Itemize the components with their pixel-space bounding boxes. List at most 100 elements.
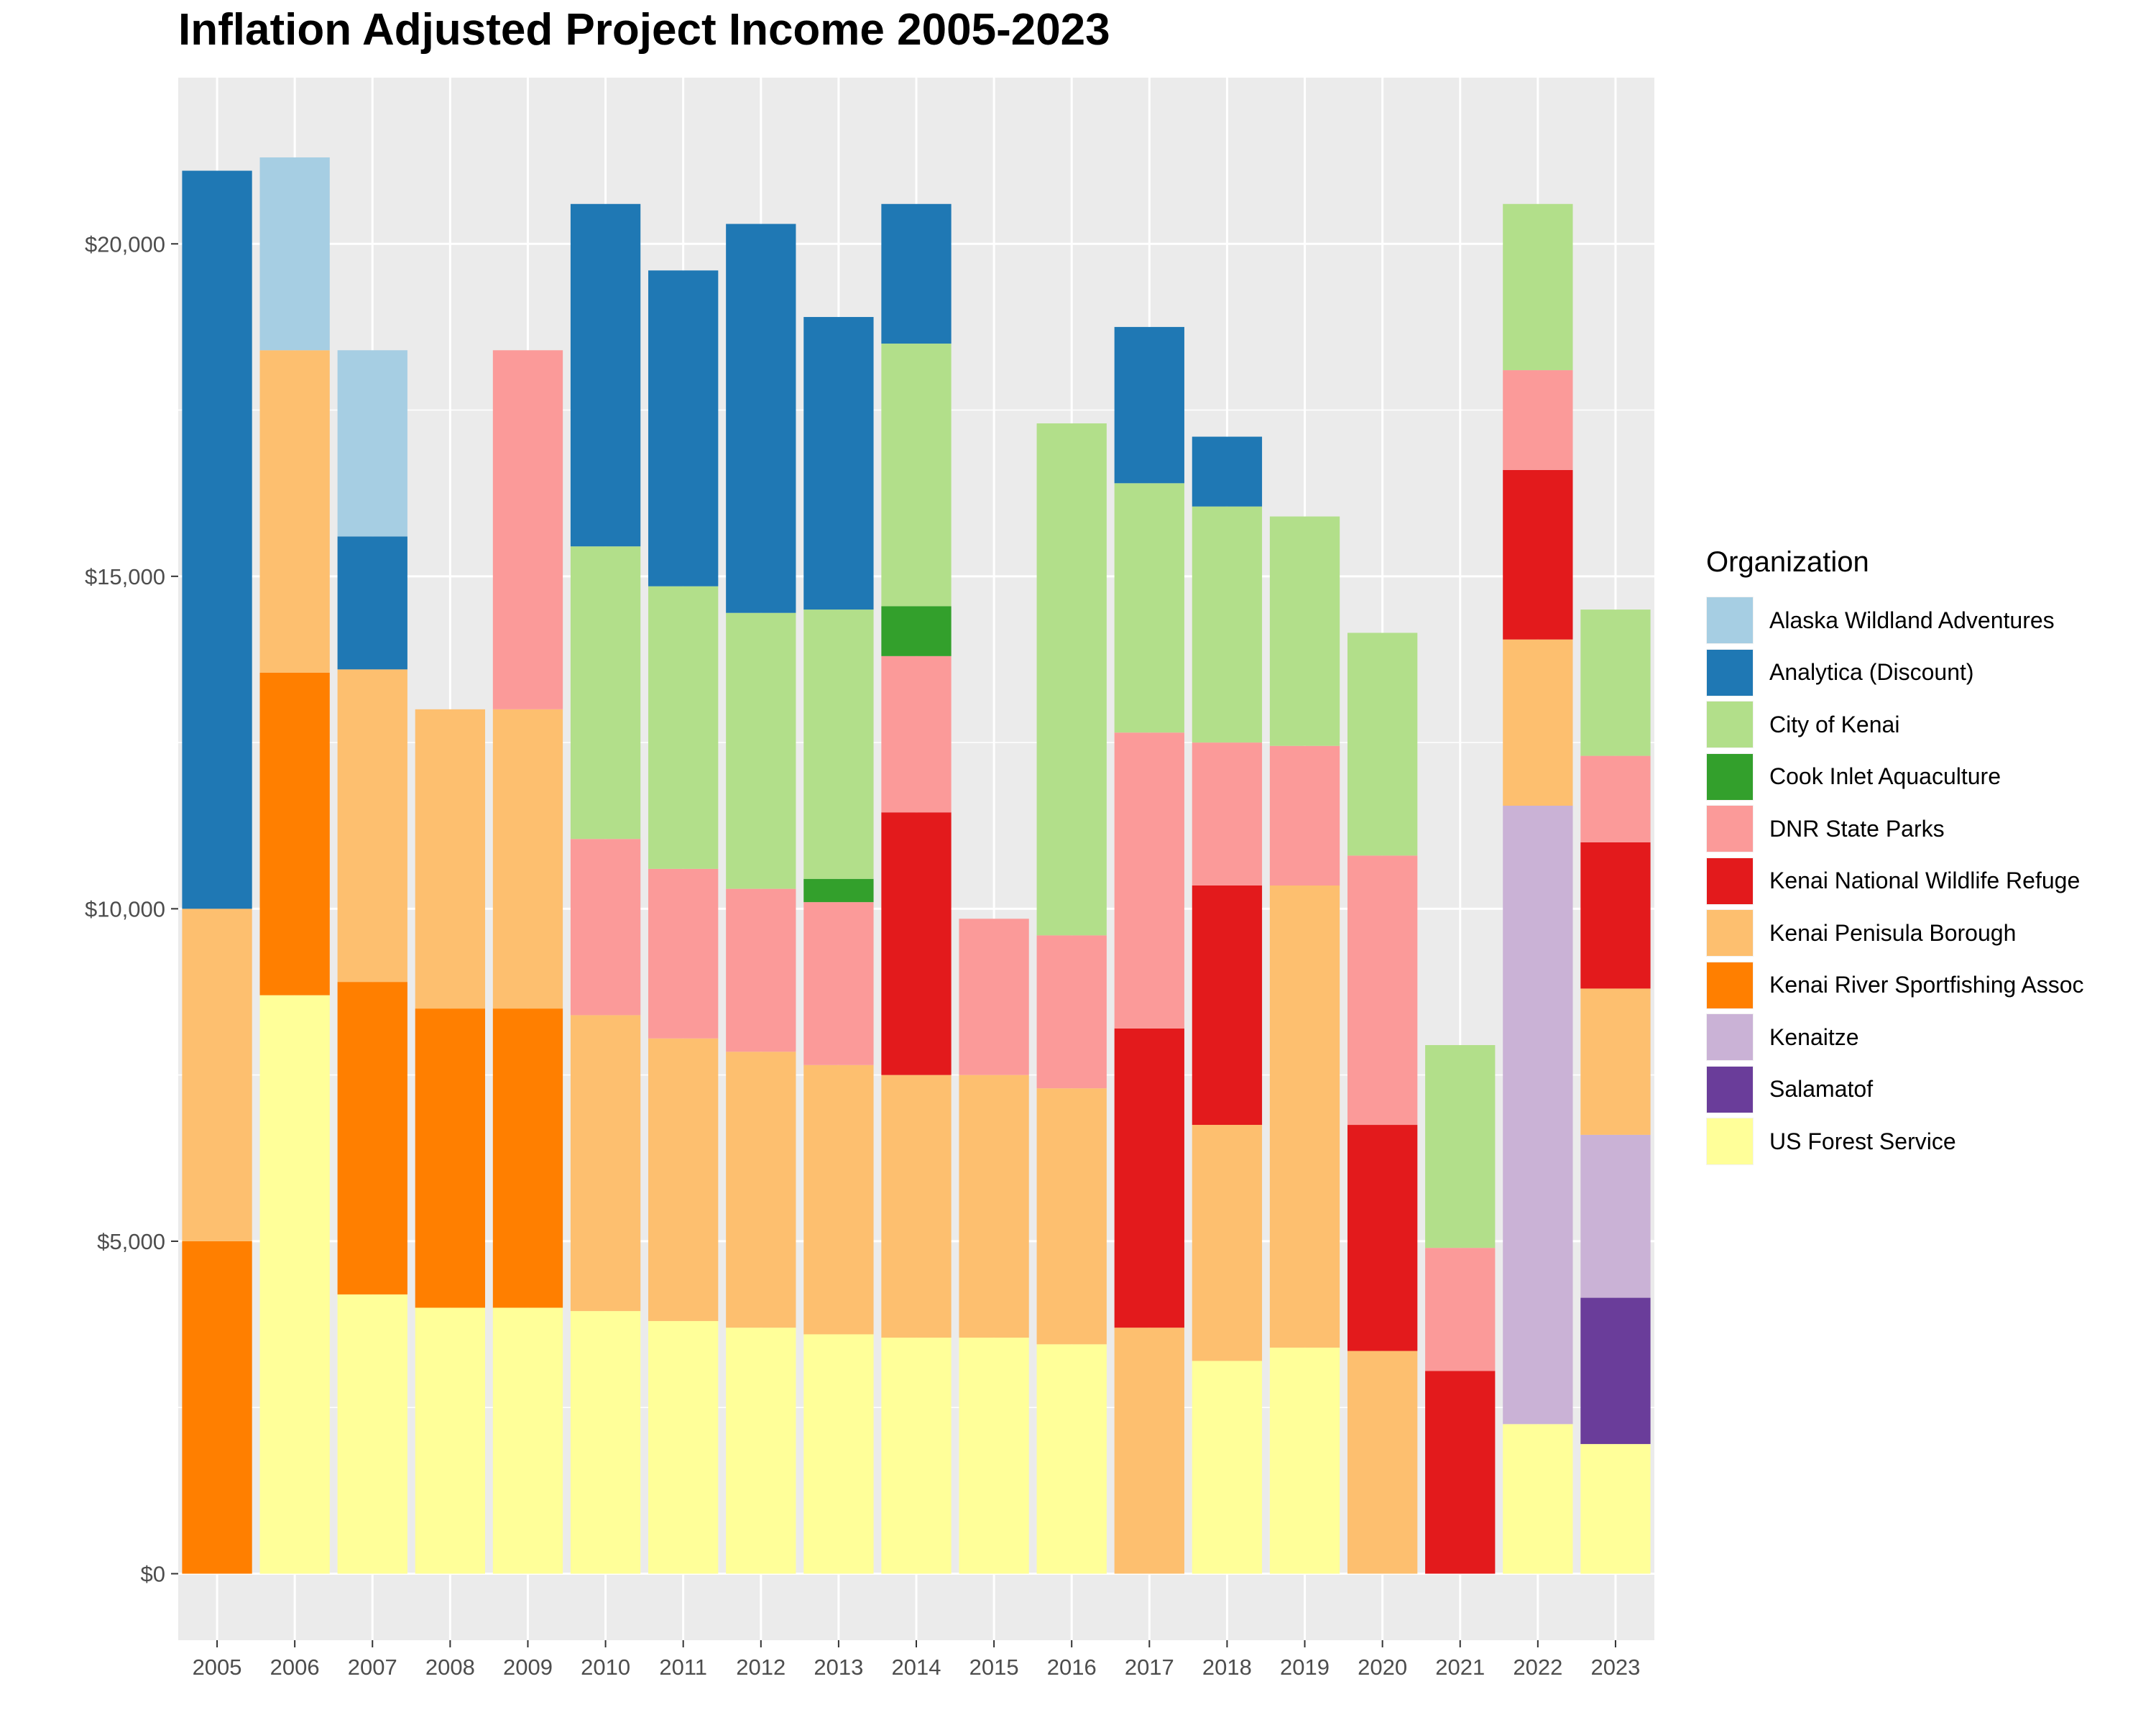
bar-segment <box>803 902 874 1065</box>
legend-label: Cook Inlet Aquaculture <box>1769 763 2001 790</box>
legend-key <box>1706 1065 1754 1113</box>
legend-title: Organization <box>1706 546 1869 578</box>
x-tick-label: 2016 <box>1047 1655 1097 1680</box>
bar-segment <box>337 536 407 670</box>
bar-segment <box>959 1338 1029 1574</box>
legend-item: Kenai National Wildlife Refuge <box>1706 855 2084 908</box>
bar-segment <box>803 878 874 903</box>
bar-segment <box>881 344 952 607</box>
x-tick-label: 2021 <box>1435 1655 1485 1680</box>
bar-segment <box>1269 1347 1340 1574</box>
bar-segment <box>182 170 252 909</box>
legend-key <box>1706 597 1754 645</box>
bar-segment <box>259 672 330 995</box>
x-tick-label: 2011 <box>659 1655 707 1680</box>
legend-key <box>1706 857 1754 905</box>
x-tick-label: 2005 <box>193 1655 242 1680</box>
bar-segment <box>182 908 252 1241</box>
bar-segment <box>1036 1344 1107 1574</box>
bar-segment <box>570 546 641 840</box>
legend-item: City of Kenai <box>1706 699 2084 751</box>
bar-segment <box>1114 483 1184 733</box>
bar-segment <box>259 995 330 1574</box>
legend-item: Kenai River Sportfishing Assoc <box>1706 960 2084 1012</box>
bar-segment <box>570 839 641 1016</box>
bar-segment <box>1192 742 1263 886</box>
bar-segment <box>1347 1125 1418 1351</box>
bar-segment <box>726 224 796 613</box>
bar-segment <box>726 612 796 889</box>
legend-label: Kenai National Wildlife Refuge <box>1769 868 2081 894</box>
bar-segment <box>182 1241 252 1574</box>
bar-segment <box>1580 1134 1651 1298</box>
legend-label: Analytica (Discount) <box>1769 659 1974 686</box>
bar-segment <box>1503 805 1573 1425</box>
bar-segment <box>1425 1248 1496 1371</box>
legend-item: Kenaitze <box>1706 1011 2084 1064</box>
x-tick-label: 2014 <box>892 1655 941 1680</box>
bar-segment <box>1347 632 1418 856</box>
legend-key <box>1706 1118 1754 1166</box>
legend-label: Salamatof <box>1769 1076 1874 1103</box>
x-tick-label: 2023 <box>1590 1655 1640 1680</box>
bar-segment <box>1580 610 1651 756</box>
legend-swatch <box>1707 753 1753 800</box>
bar-segment <box>1269 886 1340 1348</box>
x-tick-label: 2017 <box>1125 1655 1174 1680</box>
legend-item: Cook Inlet Aquaculture <box>1706 751 2084 804</box>
bar-segment <box>1036 423 1107 936</box>
legend-key <box>1706 961 1754 1009</box>
bar-segment <box>570 1015 641 1312</box>
y-tick-label: $15,000 <box>85 564 165 589</box>
bar-segment <box>1580 842 1651 989</box>
bar-segment <box>337 350 407 537</box>
chart-title: Inflation Adjusted Project Income 2005-2… <box>178 5 1110 55</box>
bar-segment <box>337 669 407 983</box>
bar-segment <box>1036 1088 1107 1345</box>
y-tick-label: $20,000 <box>85 231 165 257</box>
legend-key <box>1706 805 1754 853</box>
bar-segment <box>803 610 874 879</box>
legend-label: Kenaitze <box>1769 1024 1859 1050</box>
bar-segment <box>1503 469 1573 640</box>
bar-segment <box>648 1038 719 1321</box>
bar-segment <box>1114 326 1184 484</box>
legend-label: City of Kenai <box>1769 711 1900 737</box>
bar-segment <box>726 1328 796 1574</box>
bar-segment <box>1503 1424 1573 1574</box>
legend-swatch <box>1707 806 1753 852</box>
bar-segment <box>1503 370 1573 470</box>
bar-segment <box>1269 745 1340 886</box>
bar-segment <box>648 586 719 869</box>
legend-label: DNR State Parks <box>1769 815 1945 842</box>
bar-segment <box>881 1075 952 1338</box>
bar-segment <box>881 656 952 813</box>
legend-key <box>1706 701 1754 749</box>
bar-segment <box>1192 506 1263 743</box>
legend-label: Kenai River Sportfishing Assoc <box>1769 972 2084 998</box>
bar-segment <box>959 919 1029 1075</box>
bar-segment <box>337 1294 407 1574</box>
bar-segment <box>1425 1371 1496 1574</box>
bar-segment <box>881 606 952 656</box>
bar-segment <box>648 868 719 1039</box>
x-tick-label: 2019 <box>1280 1655 1330 1680</box>
bar-segment <box>1425 1045 1496 1248</box>
legend-key <box>1706 909 1754 957</box>
bar-segment <box>337 982 407 1294</box>
legend-label: US Forest Service <box>1769 1128 1956 1154</box>
bar-segment <box>1114 732 1184 1029</box>
bar-segment <box>803 1334 874 1574</box>
x-tick-label: 2009 <box>503 1655 553 1680</box>
legend-label: Alaska Wildland Adventures <box>1769 607 2055 633</box>
bar-segment <box>881 1338 952 1574</box>
legend-swatch <box>1707 857 1753 904</box>
x-tick-label: 2007 <box>348 1655 397 1680</box>
bar-segment <box>726 888 796 1052</box>
x-tick-label: 2006 <box>270 1655 320 1680</box>
bar-segment <box>415 1307 486 1574</box>
bar-segment <box>492 1307 563 1574</box>
y-tick-label: $10,000 <box>85 896 165 921</box>
bar-segment <box>1347 1351 1418 1574</box>
y-tick-label: $0 <box>141 1561 165 1586</box>
